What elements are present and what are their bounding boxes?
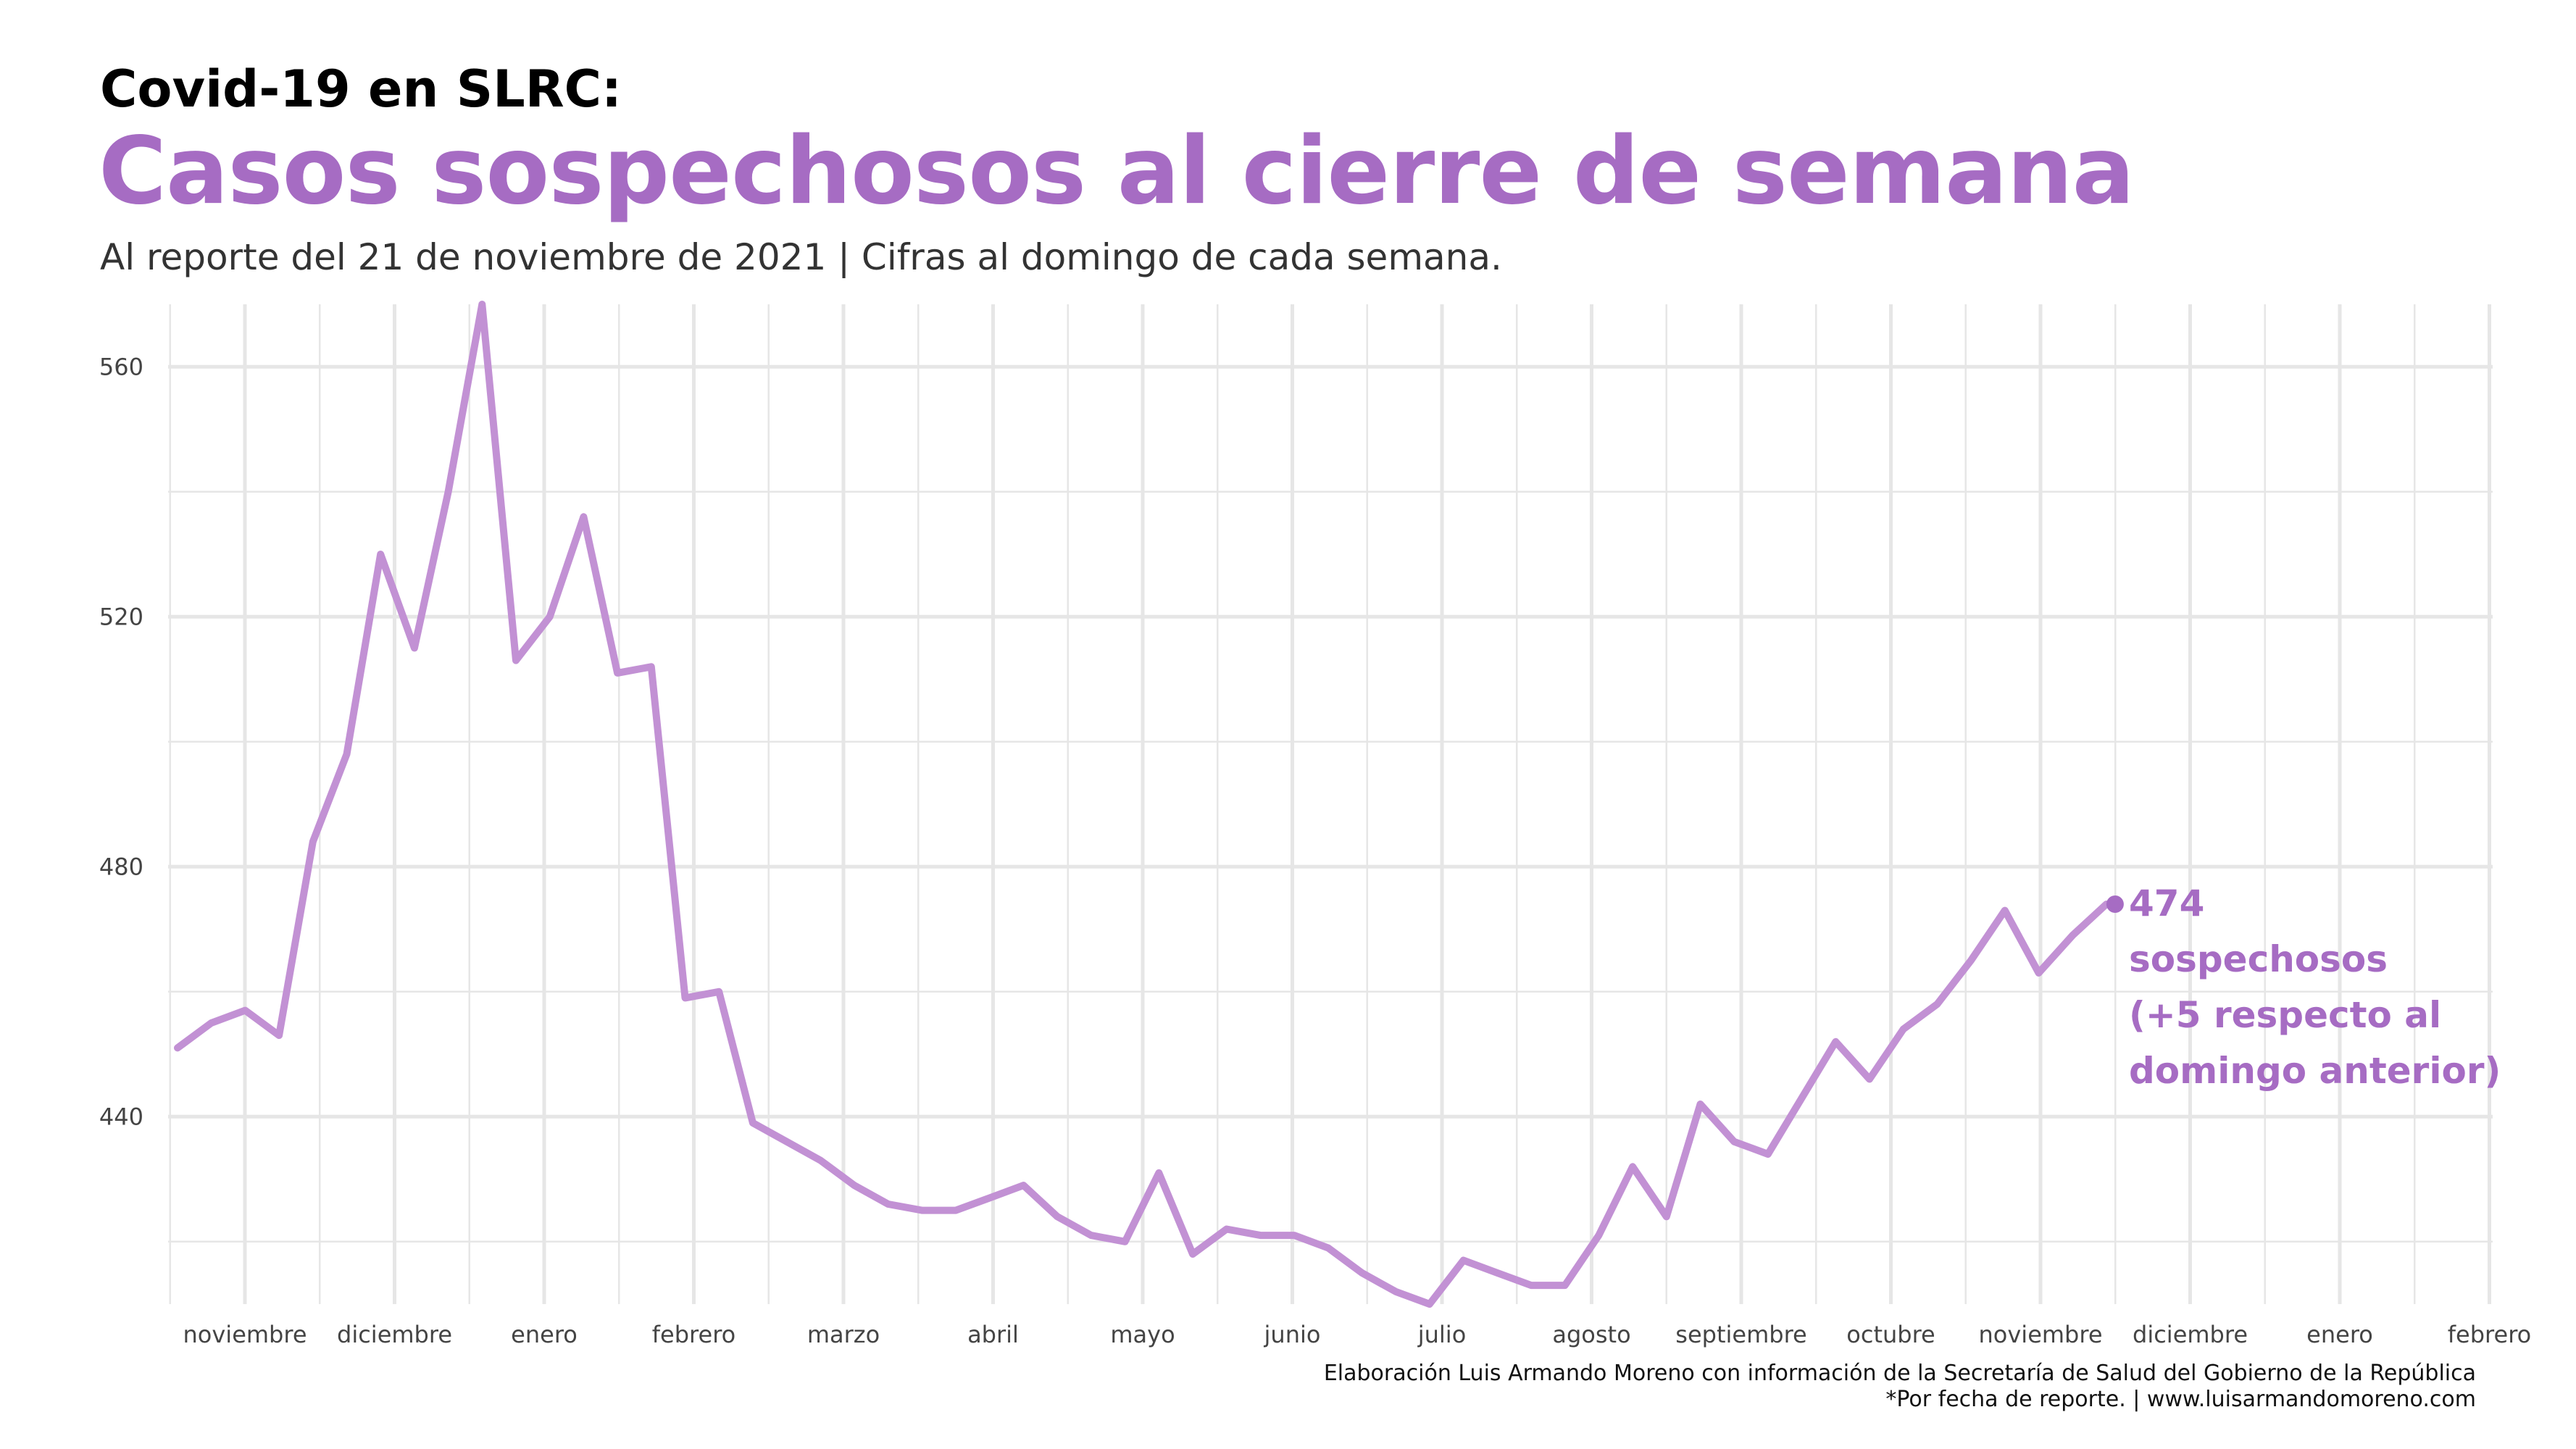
x-tick-label: abril <box>967 1321 1019 1348</box>
data-point <box>580 514 586 519</box>
data-point <box>1427 1301 1433 1307</box>
x-tick-label: enero <box>511 1321 578 1348</box>
x-tick-label: enero <box>2306 1321 2373 1348</box>
data-point <box>1765 1151 1771 1157</box>
x-tick-label: febrero <box>2448 1321 2531 1348</box>
data-point <box>1731 1139 1737 1145</box>
data-point <box>446 489 451 495</box>
data-point <box>209 1020 214 1026</box>
data-point <box>547 614 553 619</box>
x-tick-label: junio <box>1264 1321 1321 1348</box>
data-point <box>1799 1095 1805 1101</box>
data-point <box>1494 1270 1500 1276</box>
data-point <box>242 1008 248 1014</box>
y-tick-label: 480 <box>99 853 143 880</box>
annotation-text: domingo anterior) <box>2129 1050 2501 1092</box>
last-point-marker <box>2106 895 2124 913</box>
source-caption: Elaboración Luis Armando Moreno con info… <box>1323 1361 2476 1386</box>
data-point <box>1664 1214 1670 1219</box>
data-point <box>1054 1214 1060 1219</box>
x-tick-label: agosto <box>1552 1321 1630 1348</box>
data-point <box>310 839 316 845</box>
data-point <box>479 301 485 307</box>
data-point <box>1596 1232 1601 1238</box>
data-point <box>175 1045 180 1051</box>
data-point <box>1461 1258 1467 1264</box>
x-tick-label: noviembre <box>183 1321 307 1348</box>
data-point <box>1630 1164 1635 1169</box>
chart-subtitle: Al reporte del 21 de noviembre de 2021 |… <box>100 236 1502 278</box>
x-tick-label: octubre <box>1846 1321 1935 1348</box>
data-point <box>1393 1289 1399 1295</box>
data-point <box>683 995 688 1001</box>
data-point <box>1867 1077 1872 1082</box>
source-note: *Por fecha de reporte. | www.luisarmando… <box>1885 1387 2476 1412</box>
annotation-text: (+5 respecto al <box>2129 994 2441 1036</box>
x-tick-label: septiembre <box>1675 1321 1806 1348</box>
chart-title: Casos sospechosos al cierre de semana <box>99 117 2135 225</box>
data-point <box>649 664 654 669</box>
y-tick-label: 560 <box>99 353 143 380</box>
data-point <box>987 1195 993 1200</box>
data-point <box>1088 1232 1094 1238</box>
data-point <box>344 751 350 757</box>
data-point <box>1901 1027 1906 1032</box>
data-point <box>953 1208 959 1214</box>
series-line <box>174 301 2110 1308</box>
data-point <box>817 1158 823 1164</box>
data-point <box>1156 1170 1162 1176</box>
data-point <box>1122 1239 1128 1245</box>
x-tick-label: marzo <box>807 1321 880 1348</box>
data-point <box>276 1032 282 1038</box>
data-point <box>1021 1182 1027 1188</box>
data-point <box>614 670 620 676</box>
x-tick-label: diciembre <box>337 1321 452 1348</box>
data-point <box>412 645 417 651</box>
data-point <box>2069 932 2075 938</box>
data-point <box>716 989 722 995</box>
data-point <box>1562 1282 1568 1288</box>
chart-kicker: Covid-19 en SLRC: <box>100 59 622 119</box>
data-point <box>2002 908 2008 914</box>
annotation-value: 474 <box>2129 882 2204 924</box>
data-point <box>1325 1245 1331 1250</box>
data-point <box>1291 1232 1297 1238</box>
data-point <box>750 1120 756 1126</box>
data-point <box>1833 1039 1838 1045</box>
x-tick-label: julio <box>1417 1321 1467 1348</box>
data-point <box>1224 1227 1230 1232</box>
x-tick-label: noviembre <box>1979 1321 2103 1348</box>
data-point <box>784 1139 790 1145</box>
data-point <box>1934 1001 1940 1007</box>
data-point <box>1359 1270 1365 1276</box>
data-point <box>1528 1282 1534 1288</box>
annotation-text: sospechosos <box>2129 938 2388 980</box>
x-tick-label: mayo <box>1110 1321 1175 1348</box>
data-point <box>1257 1232 1263 1238</box>
data-point <box>1968 958 1974 964</box>
data-point <box>1698 1101 1704 1107</box>
x-tick-label: febrero <box>652 1321 735 1348</box>
y-tick-label: 440 <box>99 1103 143 1130</box>
data-point <box>513 658 519 664</box>
x-tick-label: diciembre <box>2133 1321 2248 1348</box>
data-point <box>1190 1251 1196 1257</box>
data-point <box>2036 970 2042 976</box>
data-point <box>919 1208 925 1214</box>
y-tick-label: 520 <box>99 603 143 630</box>
data-point <box>885 1201 891 1207</box>
data-point <box>851 1182 857 1188</box>
data-point <box>378 551 383 557</box>
